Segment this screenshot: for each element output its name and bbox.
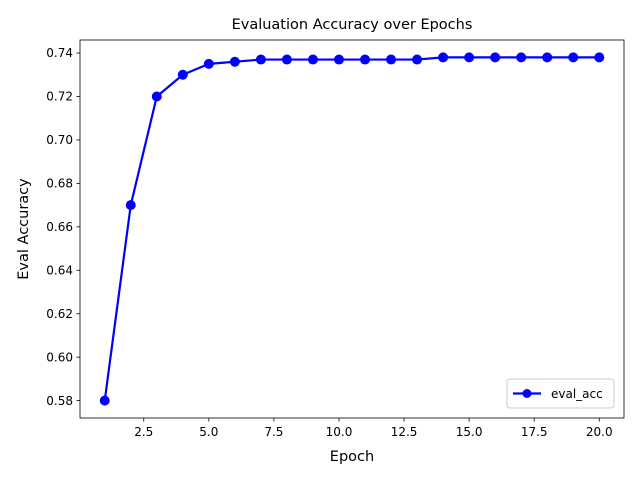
x-tick-label: 2.5 — [134, 425, 153, 439]
data-point — [594, 52, 605, 63]
data-point — [307, 54, 318, 65]
x-tick-label: 17.5 — [521, 425, 548, 439]
data-point — [438, 52, 449, 63]
data-point — [203, 58, 214, 69]
y-tick-label: 0.62 — [46, 307, 73, 321]
axes-frame — [79, 39, 625, 419]
data-point — [177, 69, 188, 80]
x-tick-label: 7.5 — [264, 425, 283, 439]
data-point — [229, 56, 240, 67]
legend-box — [506, 378, 615, 409]
data-point — [490, 52, 501, 63]
y-tick-label: 0.60 — [46, 350, 73, 364]
data-point — [333, 54, 344, 65]
chart-title: Evaluation Accuracy over Epochs — [232, 17, 473, 33]
x-tick-label: 12.5 — [391, 425, 418, 439]
x-tick-label: 20.0 — [586, 425, 613, 439]
y-tick-label: 0.74 — [46, 46, 73, 60]
data-point — [464, 52, 475, 63]
y-tick-label: 0.64 — [46, 263, 73, 277]
y-tick-label: 0.58 — [46, 394, 73, 408]
data-point — [125, 200, 136, 211]
data-point — [360, 54, 371, 65]
y-tick-label: 0.68 — [46, 177, 73, 191]
data-point — [99, 395, 110, 406]
data-point — [255, 54, 266, 65]
legend-label: eval_acc — [551, 387, 603, 401]
x-tick-label: 15.0 — [456, 425, 483, 439]
data-point — [516, 52, 527, 63]
data-point — [151, 91, 162, 102]
y-tick-label: 0.72 — [46, 90, 73, 104]
data-point — [386, 54, 397, 65]
x-tick-label: 5.0 — [199, 425, 218, 439]
plot-area: 2.5 5.0 7.5 10.0 12.5 15.0 17.5 20.0 0.58 0.60 0.6… — [46, 39, 625, 439]
y-tick-label: 0.66 — [46, 220, 73, 234]
x-axis-label: Epoch — [330, 449, 374, 465]
y-axis-label: Eval Accuracy — [16, 178, 32, 280]
data-point — [412, 54, 423, 65]
x-tick-label: 10.0 — [326, 425, 353, 439]
y-tick-label: 0.70 — [46, 133, 73, 147]
data-point — [542, 52, 553, 63]
legend-marker-swatch — [522, 389, 532, 398]
legend: eval_acc — [506, 378, 615, 409]
data-point — [281, 54, 292, 65]
data-point — [568, 52, 579, 63]
